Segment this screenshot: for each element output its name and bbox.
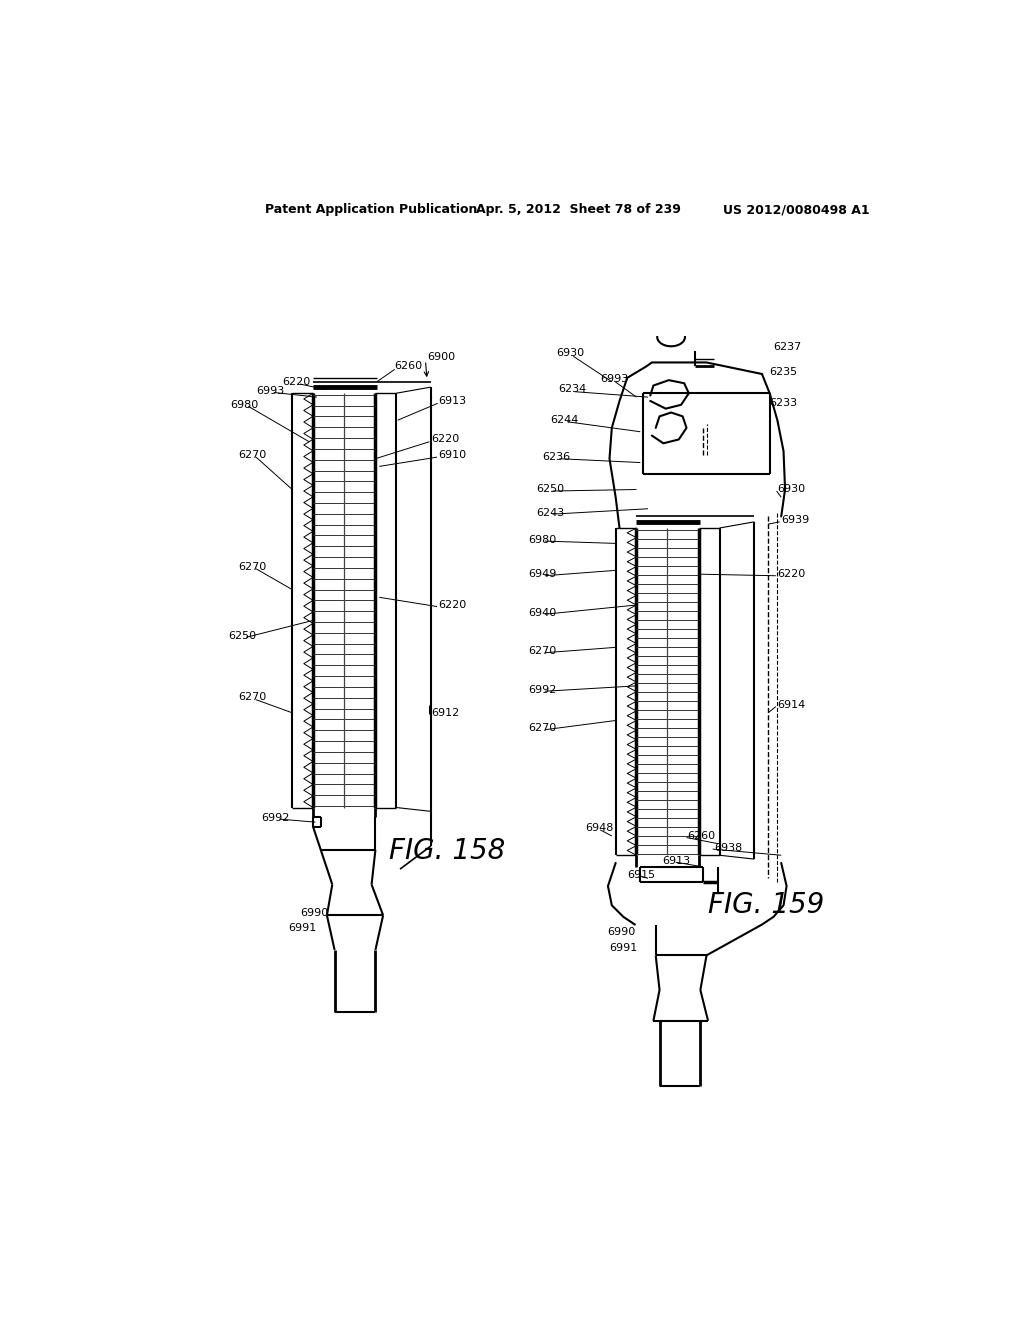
Text: 6940: 6940 <box>528 607 557 618</box>
Text: 6270: 6270 <box>528 723 557 733</box>
Text: 6990: 6990 <box>607 927 636 937</box>
Text: 6260: 6260 <box>687 832 716 841</box>
Text: 6915: 6915 <box>628 870 655 879</box>
Text: 6270: 6270 <box>239 693 266 702</box>
Text: 6990: 6990 <box>300 908 329 917</box>
Text: 6260: 6260 <box>394 362 423 371</box>
Text: 6220: 6220 <box>438 601 467 610</box>
Text: 6992: 6992 <box>528 685 557 694</box>
Text: 6243: 6243 <box>537 508 564 517</box>
Text: 6980: 6980 <box>528 535 557 545</box>
Text: 6991: 6991 <box>609 942 638 953</box>
Text: 6220: 6220 <box>777 569 806 579</box>
Text: 6912: 6912 <box>431 708 459 718</box>
Text: 6939: 6939 <box>781 515 809 525</box>
Text: 6938: 6938 <box>714 842 742 853</box>
Text: 6270: 6270 <box>239 561 266 572</box>
Text: 6900: 6900 <box>427 352 455 362</box>
Text: 6250: 6250 <box>537 484 564 495</box>
Text: 6930: 6930 <box>777 484 806 495</box>
Text: 6910: 6910 <box>438 450 467 459</box>
Text: 6220: 6220 <box>283 376 310 387</box>
Text: Patent Application Publication: Patent Application Publication <box>265 203 477 216</box>
Text: 6237: 6237 <box>773 342 802 352</box>
Text: 6220: 6220 <box>431 434 459 445</box>
Text: 6244: 6244 <box>550 416 579 425</box>
Text: 6270: 6270 <box>239 450 266 459</box>
Text: 6913: 6913 <box>662 855 690 866</box>
Text: 6250: 6250 <box>228 631 256 640</box>
Text: 6914: 6914 <box>777 700 806 710</box>
Text: 6913: 6913 <box>438 396 467 407</box>
Text: 6949: 6949 <box>528 569 557 579</box>
Text: Apr. 5, 2012  Sheet 78 of 239: Apr. 5, 2012 Sheet 78 of 239 <box>475 203 680 216</box>
Text: FIG. 159: FIG. 159 <box>708 891 824 919</box>
Text: US 2012/0080498 A1: US 2012/0080498 A1 <box>724 203 870 216</box>
Text: 6993: 6993 <box>256 385 285 396</box>
Text: 6993: 6993 <box>600 375 629 384</box>
Text: 6991: 6991 <box>289 924 316 933</box>
Text: 6948: 6948 <box>585 824 613 833</box>
Text: 6930: 6930 <box>556 348 585 358</box>
Text: 6992: 6992 <box>261 813 290 822</box>
Text: 6236: 6236 <box>543 453 570 462</box>
Text: 6235: 6235 <box>770 367 798 378</box>
Text: 6980: 6980 <box>230 400 259 409</box>
Text: FIG. 158: FIG. 158 <box>388 837 505 866</box>
Text: 6270: 6270 <box>528 647 557 656</box>
Text: 6233: 6233 <box>770 399 798 408</box>
Text: 6234: 6234 <box>559 384 587 395</box>
